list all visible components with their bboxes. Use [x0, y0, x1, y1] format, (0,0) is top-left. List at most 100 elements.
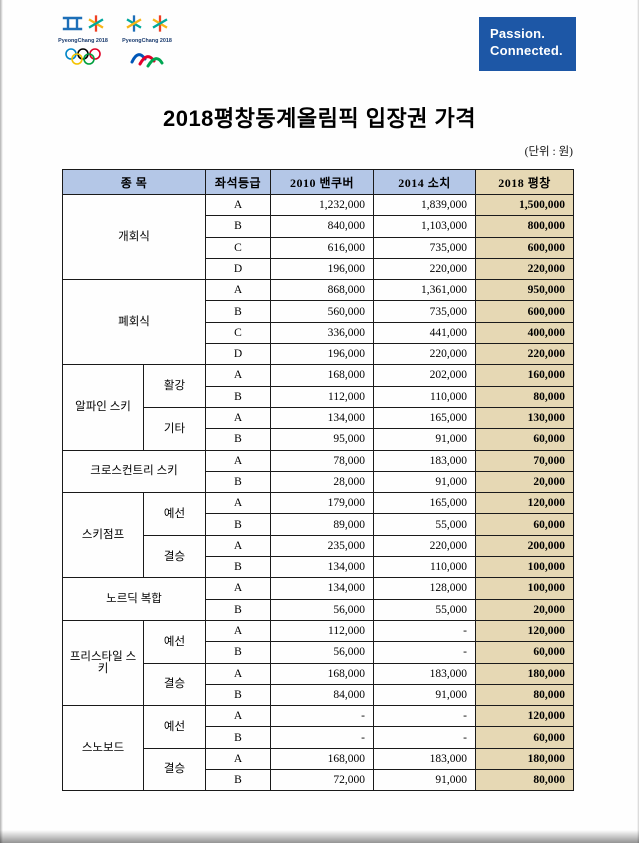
price-2010-vancouver: 112,000: [270, 385, 374, 408]
table-header-row: 종 목 좌석등급 2010 밴쿠버 2014 소치 2018 평창: [62, 169, 574, 195]
price-2010-vancouver: 560,000: [270, 300, 374, 323]
sub-event-label: 기타: [143, 406, 206, 451]
table-row: 결승 A 168,000 183,000 180,000: [63, 747, 574, 792]
event-name: 크로스컨트리 스키: [62, 449, 206, 494]
price-2014-sochi: 165,000: [373, 406, 476, 430]
event-name: 알파인 스키: [62, 364, 144, 451]
price-2010-vancouver: -: [270, 726, 374, 749]
price-2010-vancouver: 56,000: [270, 641, 374, 664]
column-header: 2018 평창: [475, 169, 574, 195]
price-2010-vancouver: 56,000: [270, 598, 374, 621]
price-2010-vancouver: 112,000: [270, 619, 374, 643]
price-2018-pyeongchang: 160,000: [475, 364, 574, 387]
table-row: B 72,000 91,000 80,000: [63, 769, 574, 792]
table-row: D 196,000 220,000 220,000: [63, 343, 574, 366]
table-row: 개회식 A 1,232,000 1,839,000 1,500,000: [62, 193, 574, 281]
price-2018-pyeongchang: 400,000: [475, 321, 574, 345]
price-2018-pyeongchang: 120,000: [475, 705, 574, 728]
logo-wordmark: PyeongChang 2018: [122, 38, 172, 44]
price-2014-sochi: 183,000: [373, 449, 476, 472]
price-2010-vancouver: 78,000: [270, 449, 374, 472]
seat-grade: C: [205, 321, 271, 345]
seat-grade: A: [205, 193, 271, 217]
seat-grade: B: [205, 300, 271, 323]
passion-connected-banner: Passion. Connected.: [479, 17, 576, 71]
price-2018-pyeongchang: 70,000: [475, 449, 574, 472]
table-row: B 95,000 91,000 60,000: [63, 428, 574, 451]
table-row: 스키점프 예선 A 179,000 165,000 120,000: [62, 492, 574, 579]
price-2014-sochi: 91,000: [373, 683, 476, 707]
price-2018-pyeongchang: 180,000: [475, 662, 574, 685]
seat-grade: A: [205, 279, 271, 302]
table-row: 결승 A 168,000 183,000 180,000: [63, 662, 574, 707]
price-2018-pyeongchang: 1,500,000: [475, 193, 574, 217]
price-2010-vancouver: 1,232,000: [270, 193, 374, 217]
seat-grade: B: [205, 641, 271, 664]
price-2018-pyeongchang: 600,000: [475, 236, 574, 259]
price-2018-pyeongchang: 220,000: [475, 343, 574, 366]
sub-event-label: 결승: [143, 747, 206, 792]
seat-grade: A: [205, 577, 271, 600]
price-2014-sochi: 202,000: [373, 364, 476, 387]
seat-grade: B: [205, 769, 271, 792]
price-2010-vancouver: 196,000: [270, 343, 374, 366]
price-2014-sochi: 735,000: [373, 300, 476, 323]
table-row: B 56,000 55,000 20,000: [63, 598, 574, 621]
price-2018-pyeongchang: 950,000: [475, 279, 574, 302]
price-2018-pyeongchang: 180,000: [475, 747, 574, 771]
price-2014-sochi: 55,000: [373, 513, 476, 536]
paralympic-agitos-icon: [130, 53, 164, 68]
event-name: 스노보드: [62, 705, 144, 792]
price-2018-pyeongchang: 120,000: [475, 619, 574, 643]
table-row: 노르딕 복합 A 134,000 128,000 100,000: [62, 577, 574, 621]
seat-grade: B: [205, 428, 271, 451]
event-name: 폐회식: [62, 279, 206, 366]
price-2014-sochi: -: [373, 641, 476, 664]
price-2014-sochi: 735,000: [373, 236, 476, 259]
column-header: 2014 소치: [373, 169, 476, 195]
price-2018-pyeongchang: 80,000: [475, 385, 574, 408]
table-row: B 28,000 91,000 20,000: [63, 470, 574, 494]
price-2010-vancouver: 168,000: [270, 662, 374, 685]
seat-grade: B: [205, 513, 271, 536]
seat-grade: B: [205, 385, 271, 408]
event-name: 스키점프: [62, 492, 144, 579]
price-2014-sochi: 110,000: [373, 385, 476, 408]
header-logos: PyeongChang 2018: [56, 12, 174, 74]
price-2010-vancouver: 89,000: [270, 513, 374, 536]
table-row: B 84,000 91,000 80,000: [63, 683, 574, 707]
price-2010-vancouver: 868,000: [270, 279, 374, 302]
page-title: 2018평창동계올림픽 입장권 가격: [162, 106, 477, 131]
price-2010-vancouver: 168,000: [270, 364, 374, 387]
seat-grade: A: [205, 619, 271, 643]
column-header: 2010 밴쿠버: [270, 169, 374, 195]
price-2018-pyeongchang: 20,000: [475, 598, 574, 621]
seat-grade: B: [205, 726, 271, 749]
sub-event-label: 결승: [143, 534, 206, 579]
table-row: B - -60,000: [63, 726, 574, 749]
price-2018-pyeongchang: 80,000: [475, 683, 574, 707]
price-2014-sochi: 220,000: [373, 257, 476, 281]
price-2014-sochi: 55,000: [373, 598, 476, 621]
unit-note: (단위 : 원): [524, 146, 573, 158]
passion-line1: Passion.: [490, 26, 546, 41]
price-2018-pyeongchang: 800,000: [475, 215, 574, 238]
price-2018-pyeongchang: 60,000: [475, 641, 574, 664]
seat-grade: A: [205, 492, 271, 515]
price-2018-pyeongchang: 220,000: [475, 257, 574, 281]
price-2010-vancouver: 196,000: [270, 257, 374, 281]
scan-edge-bottom: [0, 830, 639, 843]
price-2018-pyeongchang: 120,000: [475, 492, 574, 515]
price-2018-pyeongchang: 130,000: [475, 406, 574, 430]
column-header: 종 목: [62, 169, 206, 195]
price-table-body: 개회식 A 1,232,000 1,839,000 1,500,000 B 840,000 1…: [62, 193, 574, 792]
seat-grade: A: [205, 662, 271, 685]
scan-edge-left: [0, 0, 3, 843]
price-2018-pyeongchang: 100,000: [475, 556, 574, 579]
sub-event-label: 결승: [143, 662, 206, 707]
seat-grade: A: [205, 449, 271, 472]
seat-grade: C: [205, 236, 271, 259]
table-row: 스노보드 예선 A - -120,000: [62, 705, 574, 792]
price-2014-sochi: -: [373, 705, 476, 728]
